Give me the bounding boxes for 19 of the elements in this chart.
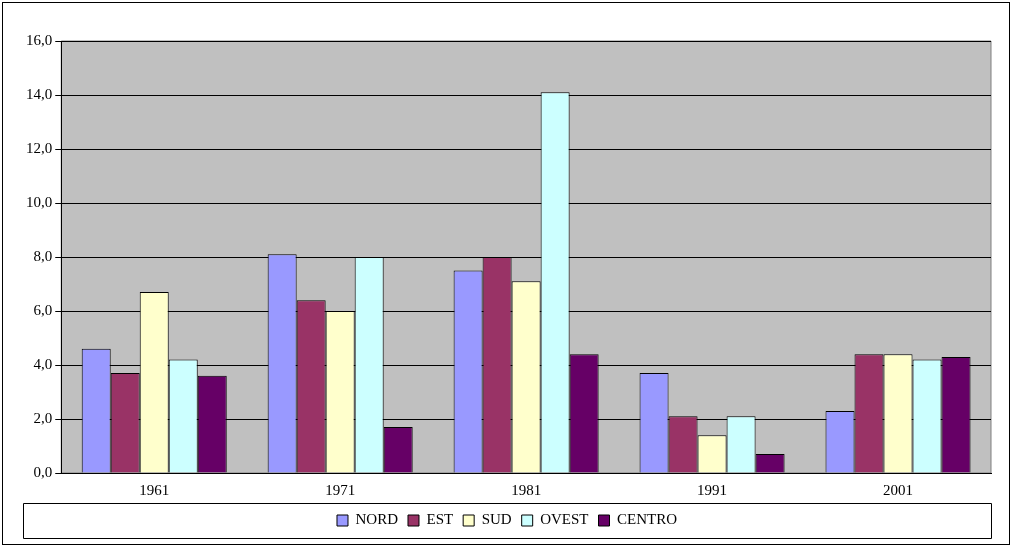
y-tick-label: 2,0 [33,409,53,426]
y-tick-label: 6,0 [33,301,53,318]
x-tick-label: 1991 [697,481,728,498]
x-tick-label: 1961 [139,481,170,498]
y-tick-label: 0,0 [33,463,53,480]
y-tick-label: 12,0 [26,139,53,156]
y-tick-label: 8,0 [33,247,53,264]
y-tick-label: 14,0 [26,85,53,102]
x-tick-label: 1981 [511,481,542,498]
y-tick-label: 10,0 [26,193,53,210]
legend-label: SUD [481,511,512,528]
y-tick-label: 4,0 [33,355,53,372]
x-tick-label: 2001 [883,481,914,498]
legend-label: NORD [355,511,399,528]
legend-label: OVEST [540,511,589,528]
legend-label: EST [426,511,454,528]
y-tick-label: 16,0 [26,31,53,48]
legend-label: CENTRO [617,511,678,528]
x-tick-label: 1971 [325,481,356,498]
